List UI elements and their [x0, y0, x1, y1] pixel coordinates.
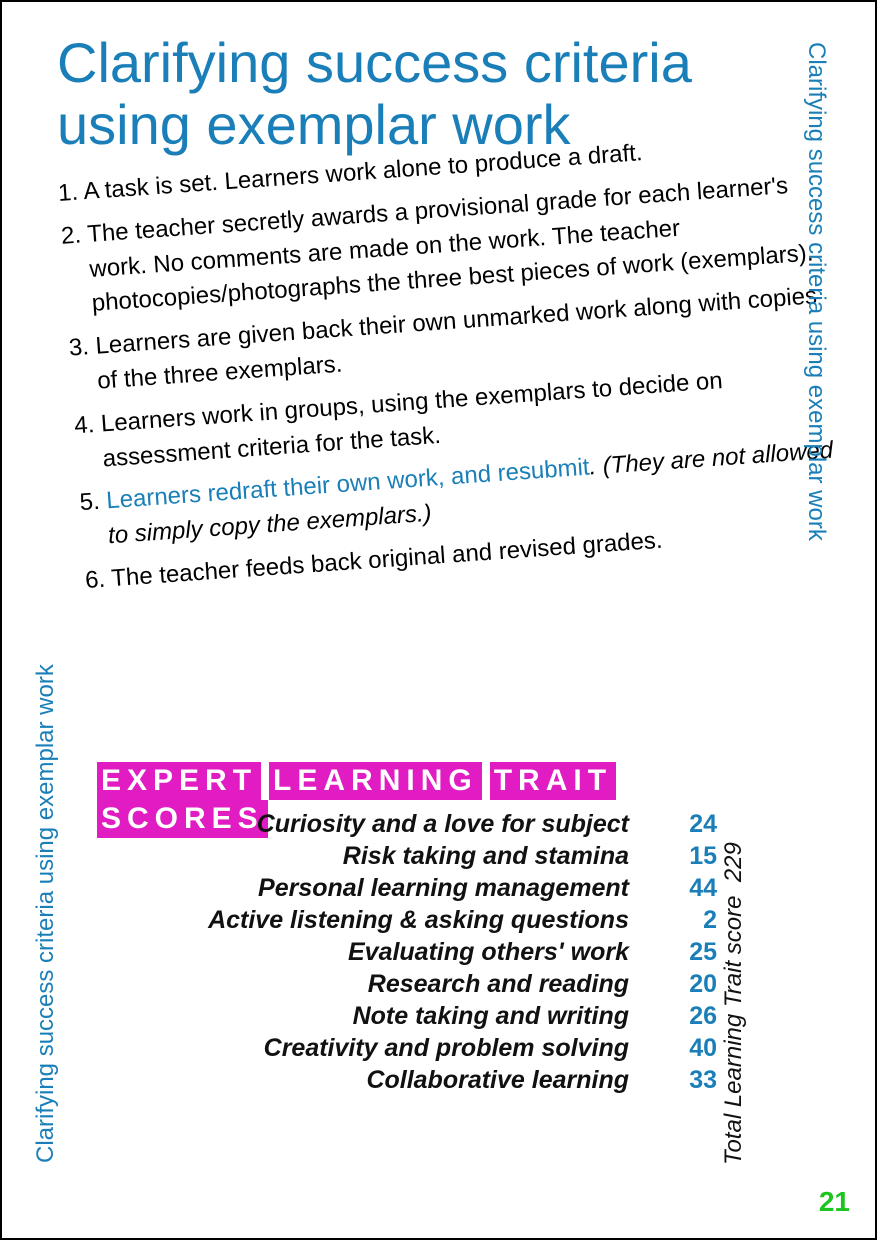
- sidebar-title-right: Clarifying success criteria using exempl…: [802, 42, 830, 541]
- trait-label: Collaborative learning: [97, 1066, 657, 1095]
- trait-row: Note taking and writing 26: [97, 1002, 717, 1031]
- step-num: 1.: [57, 179, 79, 207]
- total-score: Total Learning Trait score 229: [720, 842, 748, 1165]
- trait-row: Research and reading 20: [97, 970, 717, 999]
- trait-label: Curiosity and a love for subject: [97, 810, 657, 839]
- trait-row: Personal learning management 44: [97, 874, 717, 903]
- trait-score: 15: [657, 842, 717, 871]
- trait-score: 26: [657, 1002, 717, 1031]
- trait-label: Note taking and writing: [97, 1002, 657, 1031]
- step-num: 5.: [79, 488, 101, 516]
- trait-row: Active listening & asking questions 2: [97, 906, 717, 935]
- trait-score: 20: [657, 970, 717, 999]
- trait-row: Creativity and problem solving 40: [97, 1034, 717, 1063]
- step-num: 6.: [84, 566, 106, 594]
- trait-row: Risk taking and stamina 15: [97, 842, 717, 871]
- trait-label: Active listening & asking questions: [97, 906, 657, 935]
- trait-label: Creativity and problem solving: [97, 1034, 657, 1063]
- banner-word: TRAIT: [490, 762, 616, 800]
- trait-row: Curiosity and a love for subject 24: [97, 810, 717, 839]
- trait-score: 25: [657, 938, 717, 967]
- banner-word: LEARNING: [269, 762, 482, 800]
- trait-row: Evaluating others' work 25: [97, 938, 717, 967]
- trait-score: 33: [657, 1066, 717, 1095]
- trait-score: 40: [657, 1034, 717, 1063]
- step-num: 4.: [73, 411, 95, 439]
- total-label: Total Learning Trait score: [720, 896, 747, 1165]
- trait-row: Collaborative learning 33: [97, 1066, 717, 1095]
- trait-scores-table: Curiosity and a love for subject 24 Risk…: [97, 810, 717, 1098]
- page-number: 21: [819, 1186, 850, 1218]
- step-num: 3.: [68, 333, 90, 361]
- sidebar-title-left: Clarifying success criteria using exempl…: [32, 664, 60, 1163]
- trait-label: Evaluating others' work: [97, 938, 657, 967]
- total-value: 229: [720, 842, 747, 882]
- step-num: 2.: [60, 221, 82, 249]
- trait-label: Risk taking and stamina: [97, 842, 657, 871]
- trait-score: 44: [657, 874, 717, 903]
- trait-label: Research and reading: [97, 970, 657, 999]
- steps-list: 1. A task is set. Learners work alone to…: [57, 124, 845, 607]
- banner-word: EXPERT: [97, 762, 261, 800]
- trait-score: 24: [657, 810, 717, 839]
- trait-label: Personal learning management: [97, 874, 657, 903]
- trait-score: 2: [657, 906, 717, 935]
